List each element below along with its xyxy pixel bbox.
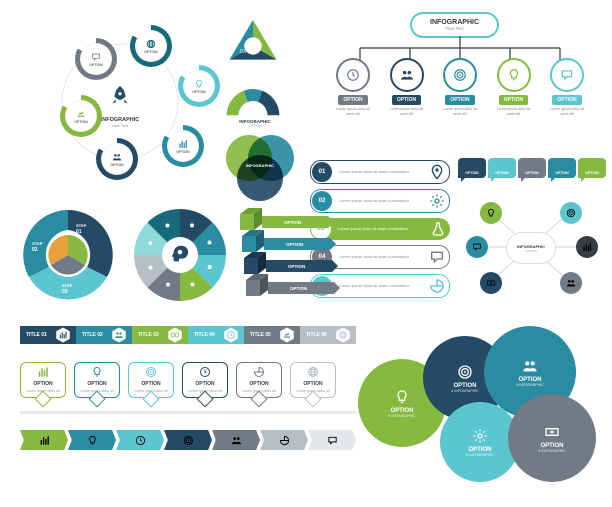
timeline-box: OPTION Lorem ipsum dolor sit — [20, 362, 66, 405]
timeline-hex-cell: TITLE 01 — [20, 326, 76, 344]
hex-node: OPTION — [162, 125, 204, 167]
option-pin: OPTION — [458, 158, 486, 178]
oct-wheel — [130, 205, 230, 305]
process-list: 01 Lorem ipsum dolor sit amet consectetu… — [310, 160, 450, 298]
hex-node: OPTION — [60, 95, 102, 137]
chevron-band — [20, 430, 356, 450]
org-item: OPTION Lorem ipsum dolor sit amet elit — [384, 58, 430, 116]
timeline-hex-cell: TITLE 06 — [300, 326, 356, 344]
timeline-box: OPTION Lorem ipsum dolor sit — [182, 362, 228, 405]
radial-node — [480, 202, 502, 224]
chevron — [260, 430, 308, 450]
timeline-box: OPTION Lorem ipsum dolor sit — [74, 362, 120, 405]
hex-cycle: INFOGRAPHIC Your Text OPTIONOPTIONOPTION… — [20, 10, 210, 190]
org-item: OPTION Lorem ipsum dolor sit amet elit — [330, 58, 376, 116]
seg-donut: STEP01 STEP03 STEP02 — [18, 205, 118, 305]
timeline-box: OPTION Lorem ipsum dolor sit — [236, 362, 282, 405]
process-row: 02 Lorem ipsum dolor sit amet consectetu… — [310, 189, 450, 213]
chevron — [308, 430, 356, 450]
venn: INFOGRAPHIC — [218, 135, 298, 205]
option-pin: OPTION — [548, 158, 576, 178]
hex-node: OPTION — [75, 38, 117, 80]
chevron — [116, 430, 164, 450]
org-item: OPTION Lorem ipsum dolor sit amet elit — [544, 58, 590, 116]
timeline-box: OPTION Lorem ipsum dolor sit — [290, 362, 336, 405]
option-pin: OPTION — [578, 158, 606, 178]
option-pin: OPTION — [518, 158, 546, 178]
timeline-hex: TITLE 01 TITLE 02 TITLE 03 TITLE 04 TITL… — [20, 326, 356, 344]
chevron — [68, 430, 116, 450]
timeline-hex-cell: TITLE 04 — [188, 326, 244, 344]
radial-node — [466, 236, 488, 258]
half-donut: INFOGRAPHIC OPTION — [220, 82, 290, 128]
tri-cycle: 01 02 03 — [222, 15, 292, 82]
radial-network: INFOGRAPHIC OPTION — [460, 192, 600, 302]
timeline-box: OPTION Lorem ipsum dolor sit — [128, 362, 174, 405]
timeline-hex-cell: TITLE 03 — [132, 326, 188, 344]
radial-node — [576, 236, 598, 258]
option-pins: OPTIONOPTIONOPTIONOPTIONOPTION — [458, 158, 608, 178]
process-row: 01 Lorem ipsum dolor sit amet consectetu… — [310, 160, 450, 184]
option-pin: OPTION — [488, 158, 516, 178]
chevron — [20, 430, 68, 450]
radial-node — [560, 272, 582, 294]
radial-node — [480, 272, 502, 294]
org-item: OPTION Lorem ipsum dolor sit amet elit — [491, 58, 537, 116]
chevron — [212, 430, 260, 450]
radial-node — [560, 202, 582, 224]
chevron — [164, 430, 212, 450]
bubble: OPTION# INFOGRAPHIC — [508, 394, 596, 482]
hex-node: OPTION — [96, 138, 138, 180]
hex-node: OPTION — [178, 65, 220, 107]
timeline-hex-cell: TITLE 02 — [76, 326, 132, 344]
org-item: OPTION Lorem ipsum dolor sit amet elit — [437, 58, 483, 116]
hex-node: OPTION — [130, 25, 172, 67]
org-head: INFOGRAPHIC Your Text — [410, 12, 499, 38]
cubes: OPTION OPTION OPTION OPTION — [236, 212, 316, 312]
timeline-hex-cell: TITLE 05 — [244, 326, 300, 344]
cube-step: OPTION — [242, 278, 322, 300]
timeline-boxes: OPTION Lorem ipsum dolor sit OPTION Lore… — [20, 362, 356, 414]
